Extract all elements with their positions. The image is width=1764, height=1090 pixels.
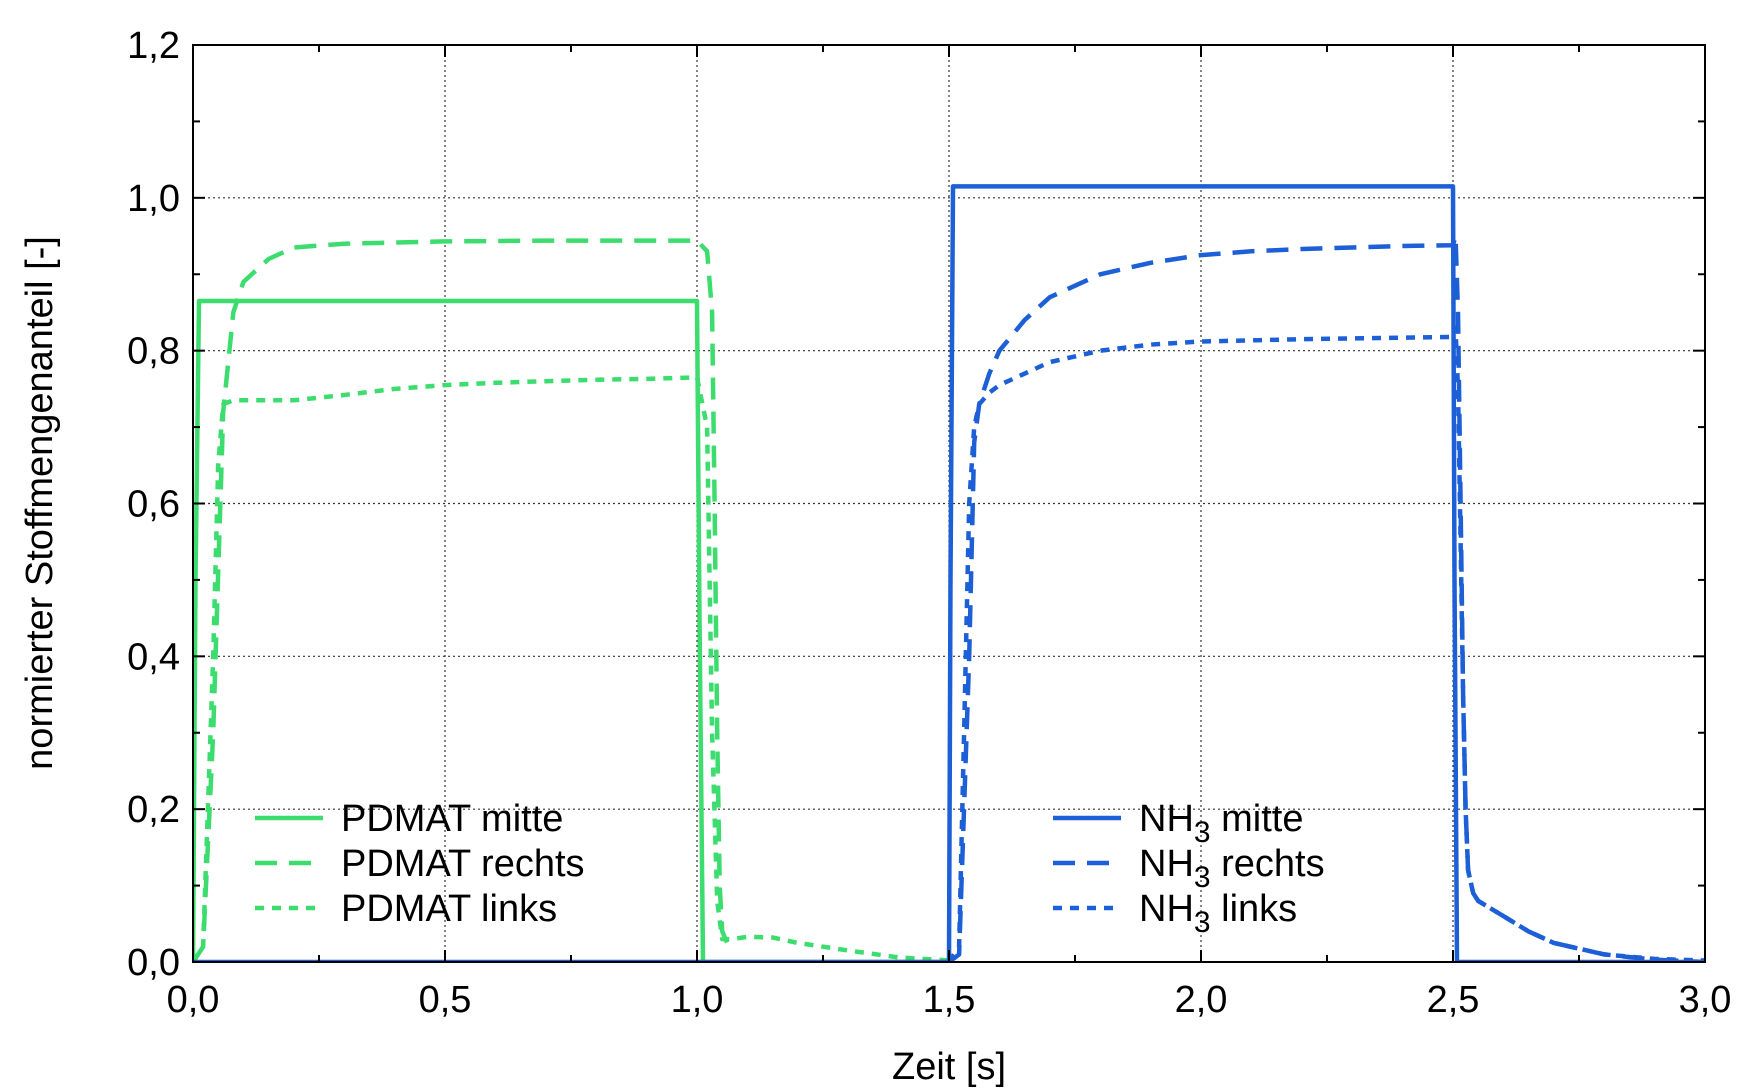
- x-axis-title: Zeit [s]: [892, 1046, 1006, 1088]
- y-tick-label: 1,2: [127, 25, 180, 67]
- series-line-4: [193, 184, 1705, 962]
- y-tick-label: 0,8: [127, 331, 180, 373]
- y-tick-label: 0,4: [127, 636, 180, 678]
- x-tick-label: 0,5: [419, 979, 472, 1021]
- legend-label: PDMAT rechts: [341, 843, 585, 885]
- legend-label: NH3 rechts: [1139, 843, 1325, 894]
- legend-label: NH3 links: [1139, 888, 1297, 939]
- y-axis-title: normierter Stoffmengenanteil [-]: [19, 236, 61, 770]
- x-tick-label: 1,0: [671, 979, 724, 1021]
- series-layer: [193, 184, 1705, 962]
- tick-labels: 0,0 0,5 1,0 1,5 2,0 2,5 3,0 0,0 0,2 0,4 0,6 0,8 1,0 1…: [127, 25, 1731, 1021]
- series-line-3: [193, 375, 950, 962]
- y-tick-label: 0,6: [127, 484, 180, 526]
- x-tick-label: 3,0: [1679, 979, 1732, 1021]
- y-tick-label: 0,2: [127, 789, 180, 831]
- legend-label: PDMAT mitte: [341, 798, 563, 840]
- legend-label: PDMAT links: [341, 888, 557, 930]
- tick-marks: [192, 44, 1706, 963]
- x-tick-label: 2,0: [1175, 979, 1228, 1021]
- x-tick-label: 1,5: [923, 979, 976, 1021]
- legend-label: NH3 mitte: [1139, 798, 1303, 849]
- series-line-2: [193, 238, 738, 962]
- series-line-6: [947, 325, 1705, 962]
- y-tick-label: 1,0: [127, 178, 180, 220]
- x-tick-label: 0,0: [167, 979, 220, 1021]
- series-line-5: [947, 233, 1705, 962]
- x-tick-label: 2,5: [1427, 979, 1480, 1021]
- y-tick-label: 0,0: [127, 942, 180, 984]
